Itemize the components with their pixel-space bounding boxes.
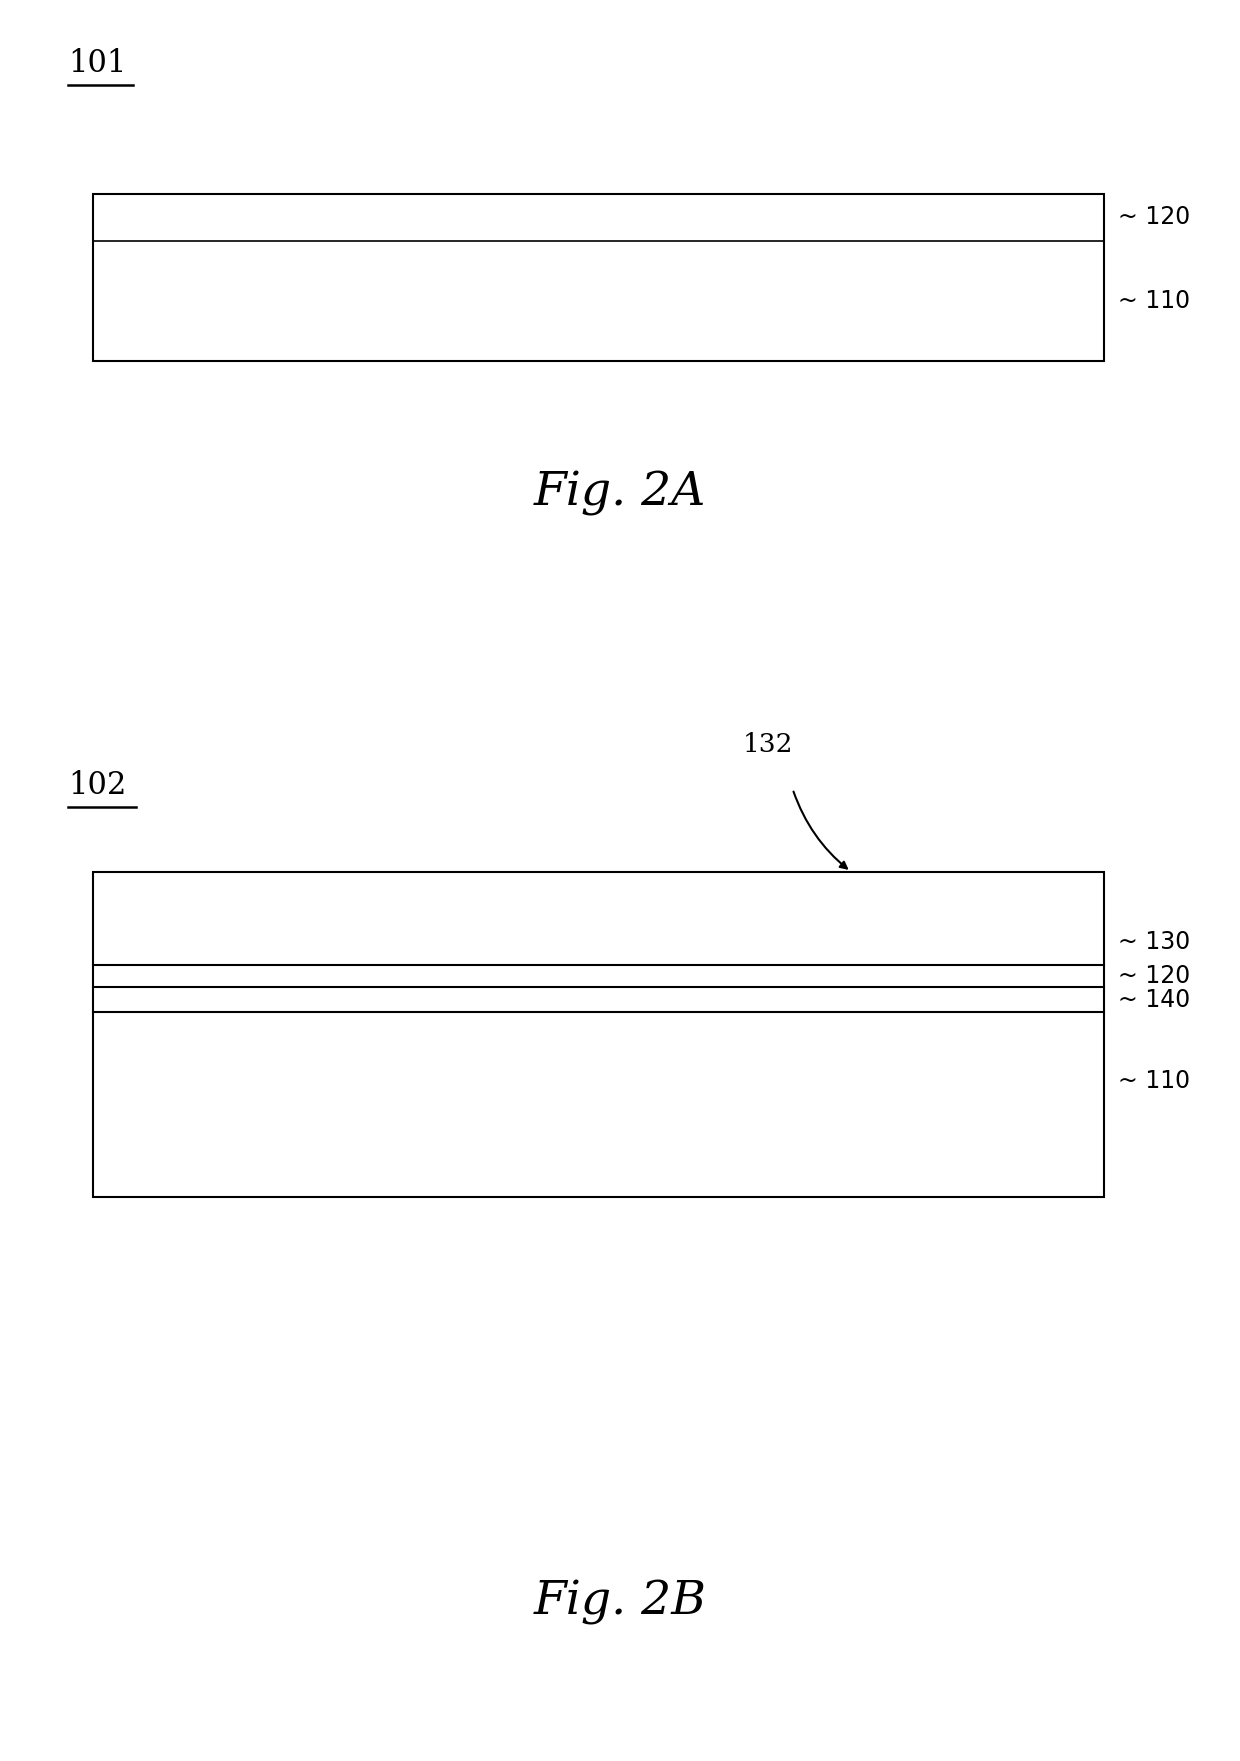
Text: 102: 102 xyxy=(68,770,126,801)
Text: ~ 110: ~ 110 xyxy=(1118,1069,1190,1094)
Bar xyxy=(93,872,1104,1197)
Text: ~ 110: ~ 110 xyxy=(1118,289,1190,313)
Text: ~ 140: ~ 140 xyxy=(1118,988,1190,1011)
Text: Fig. 2B: Fig. 2B xyxy=(533,1580,707,1625)
Text: Fig. 2A: Fig. 2A xyxy=(533,470,707,516)
Text: 132: 132 xyxy=(743,733,794,757)
Bar xyxy=(93,194,1104,361)
Text: ~ 120: ~ 120 xyxy=(1118,963,1190,988)
Text: ~ 120: ~ 120 xyxy=(1118,204,1190,229)
Text: 101: 101 xyxy=(68,48,126,79)
Text: ~ 130: ~ 130 xyxy=(1118,930,1190,954)
